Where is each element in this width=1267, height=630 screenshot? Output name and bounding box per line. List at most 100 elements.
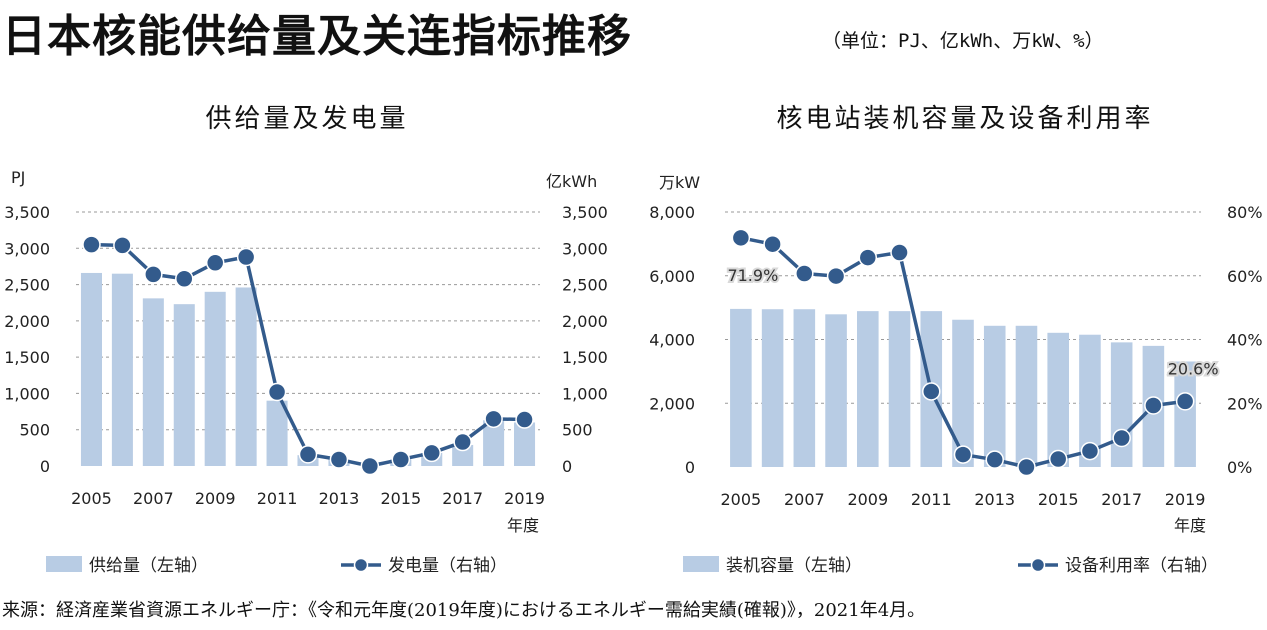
chart-title: 核电站装机容量及设备利用率 [776,104,1153,134]
line-point [453,432,472,452]
left-axis-unit: PJ [11,168,25,187]
left-tick-label: 8,000 [649,203,695,222]
bar [1110,342,1133,467]
line-point [236,247,256,267]
legend-bar-label: 装机容量（左轴） [726,556,862,576]
line-point [144,265,163,284]
x-tick-label: 2007 [784,490,825,509]
right-tick-label: 0 [562,457,572,476]
bar [266,400,288,466]
left-tick-label: 0 [40,457,50,476]
bar [142,298,164,466]
line-point [360,456,380,476]
x-axis-suffix: 年度 [1174,516,1206,535]
bar [1174,361,1196,467]
bar [857,311,879,467]
right-tick-label: 0% [1227,458,1252,477]
source-note: 来源：経済産業省資源エネルギー庁：《令和元年度(2019年度)におけるエネルギー… [2,600,926,621]
bar [235,287,257,466]
line-point [329,450,349,469]
x-tick-label: 2015 [1038,490,1079,509]
bar [1079,334,1101,467]
right-tick-label: 3,000 [562,239,608,258]
x-tick-label: 2019 [504,489,545,508]
x-tick-label: 2011 [257,489,298,508]
bar [173,304,195,466]
x-tick-label: 2013 [319,489,360,508]
left-tick-label: 4,000 [649,331,695,350]
line-point [113,236,132,255]
line-point [922,382,941,401]
left-tick-label: 2,000 [4,312,50,331]
legend-bar-swatch [46,556,82,572]
left-tick-label: 2,000 [649,394,695,413]
left-tick-label: 1,000 [4,384,50,403]
bar [204,291,226,466]
left-tick-label: 1,500 [4,348,50,367]
x-tick-label: 2005 [71,489,112,508]
left-tick-label: 3,000 [4,239,50,258]
legend-line-marker [353,557,369,573]
line-point [890,243,909,262]
left-axis-unit: 万kW [659,173,700,192]
left-tick-label: 6,000 [649,267,695,286]
line-point [1175,392,1195,411]
bar [514,422,536,466]
bar [825,314,847,467]
x-tick-label: 2011 [911,490,952,509]
left-tick-label: 500 [19,421,50,440]
bar [111,273,133,466]
bar [483,420,505,466]
line-point [1080,441,1100,461]
x-tick-label: 2005 [721,490,762,509]
x-tick-label: 2009 [195,489,236,508]
bar [983,325,1006,467]
line-point [1048,449,1068,469]
right-tick-label: 40% [1227,331,1263,350]
x-axis-suffix: 年度 [507,516,539,535]
line-point [82,235,101,254]
right-tick-label: 20% [1227,394,1263,413]
bar [761,309,784,467]
line-point [205,253,225,273]
legend-line-label: 发电量（右轴） [388,556,507,576]
right-tick-label: 500 [562,421,593,440]
line-point [515,410,534,429]
right-tick-label: 2,000 [562,312,608,331]
bar [452,444,474,466]
chart-title: 供给量及发电量 [205,104,408,134]
right-tick-label: 60% [1227,267,1263,286]
bar [730,308,752,467]
data-label: 71.9% [727,266,778,285]
right-tick-label: 1,000 [562,384,608,403]
bar [952,319,974,467]
chart-supply-generation: 供给量及发电量 PJ 亿kWh 0 500 1,000 1,500 2,000 2,500 3,0… [4,104,608,576]
right-tick-label: 2,500 [562,276,608,295]
right-tick-label: 3,500 [562,203,608,222]
line-point [267,382,287,402]
legend-bar-swatch [683,556,719,572]
page-title: 日本核能供给量及关连指标推移 [2,11,632,62]
line-point [1017,457,1036,477]
line-point [953,445,973,464]
bar [1015,325,1038,467]
line-point [826,266,846,286]
line-point [1144,396,1163,415]
bar [80,272,102,466]
right-axis-unit: 亿kWh [546,172,597,191]
line-point [391,450,411,469]
bar [1047,332,1069,467]
line-point [1112,428,1131,448]
line-point [763,234,782,254]
line-point [484,409,503,429]
legend-bar-label: 供给量（左轴） [89,556,208,576]
line-point [985,450,1004,469]
x-tick-label: 2019 [1165,490,1206,509]
units-note: （单位：PJ、亿kWh、万kW、%） [822,30,1104,52]
left-tick-label: 0 [685,458,695,477]
x-tick-label: 2007 [133,489,174,508]
right-tick-label: 1,500 [562,348,608,367]
legend-line-label: 设备利用率（右轴） [1065,556,1218,576]
line-point [422,443,441,463]
